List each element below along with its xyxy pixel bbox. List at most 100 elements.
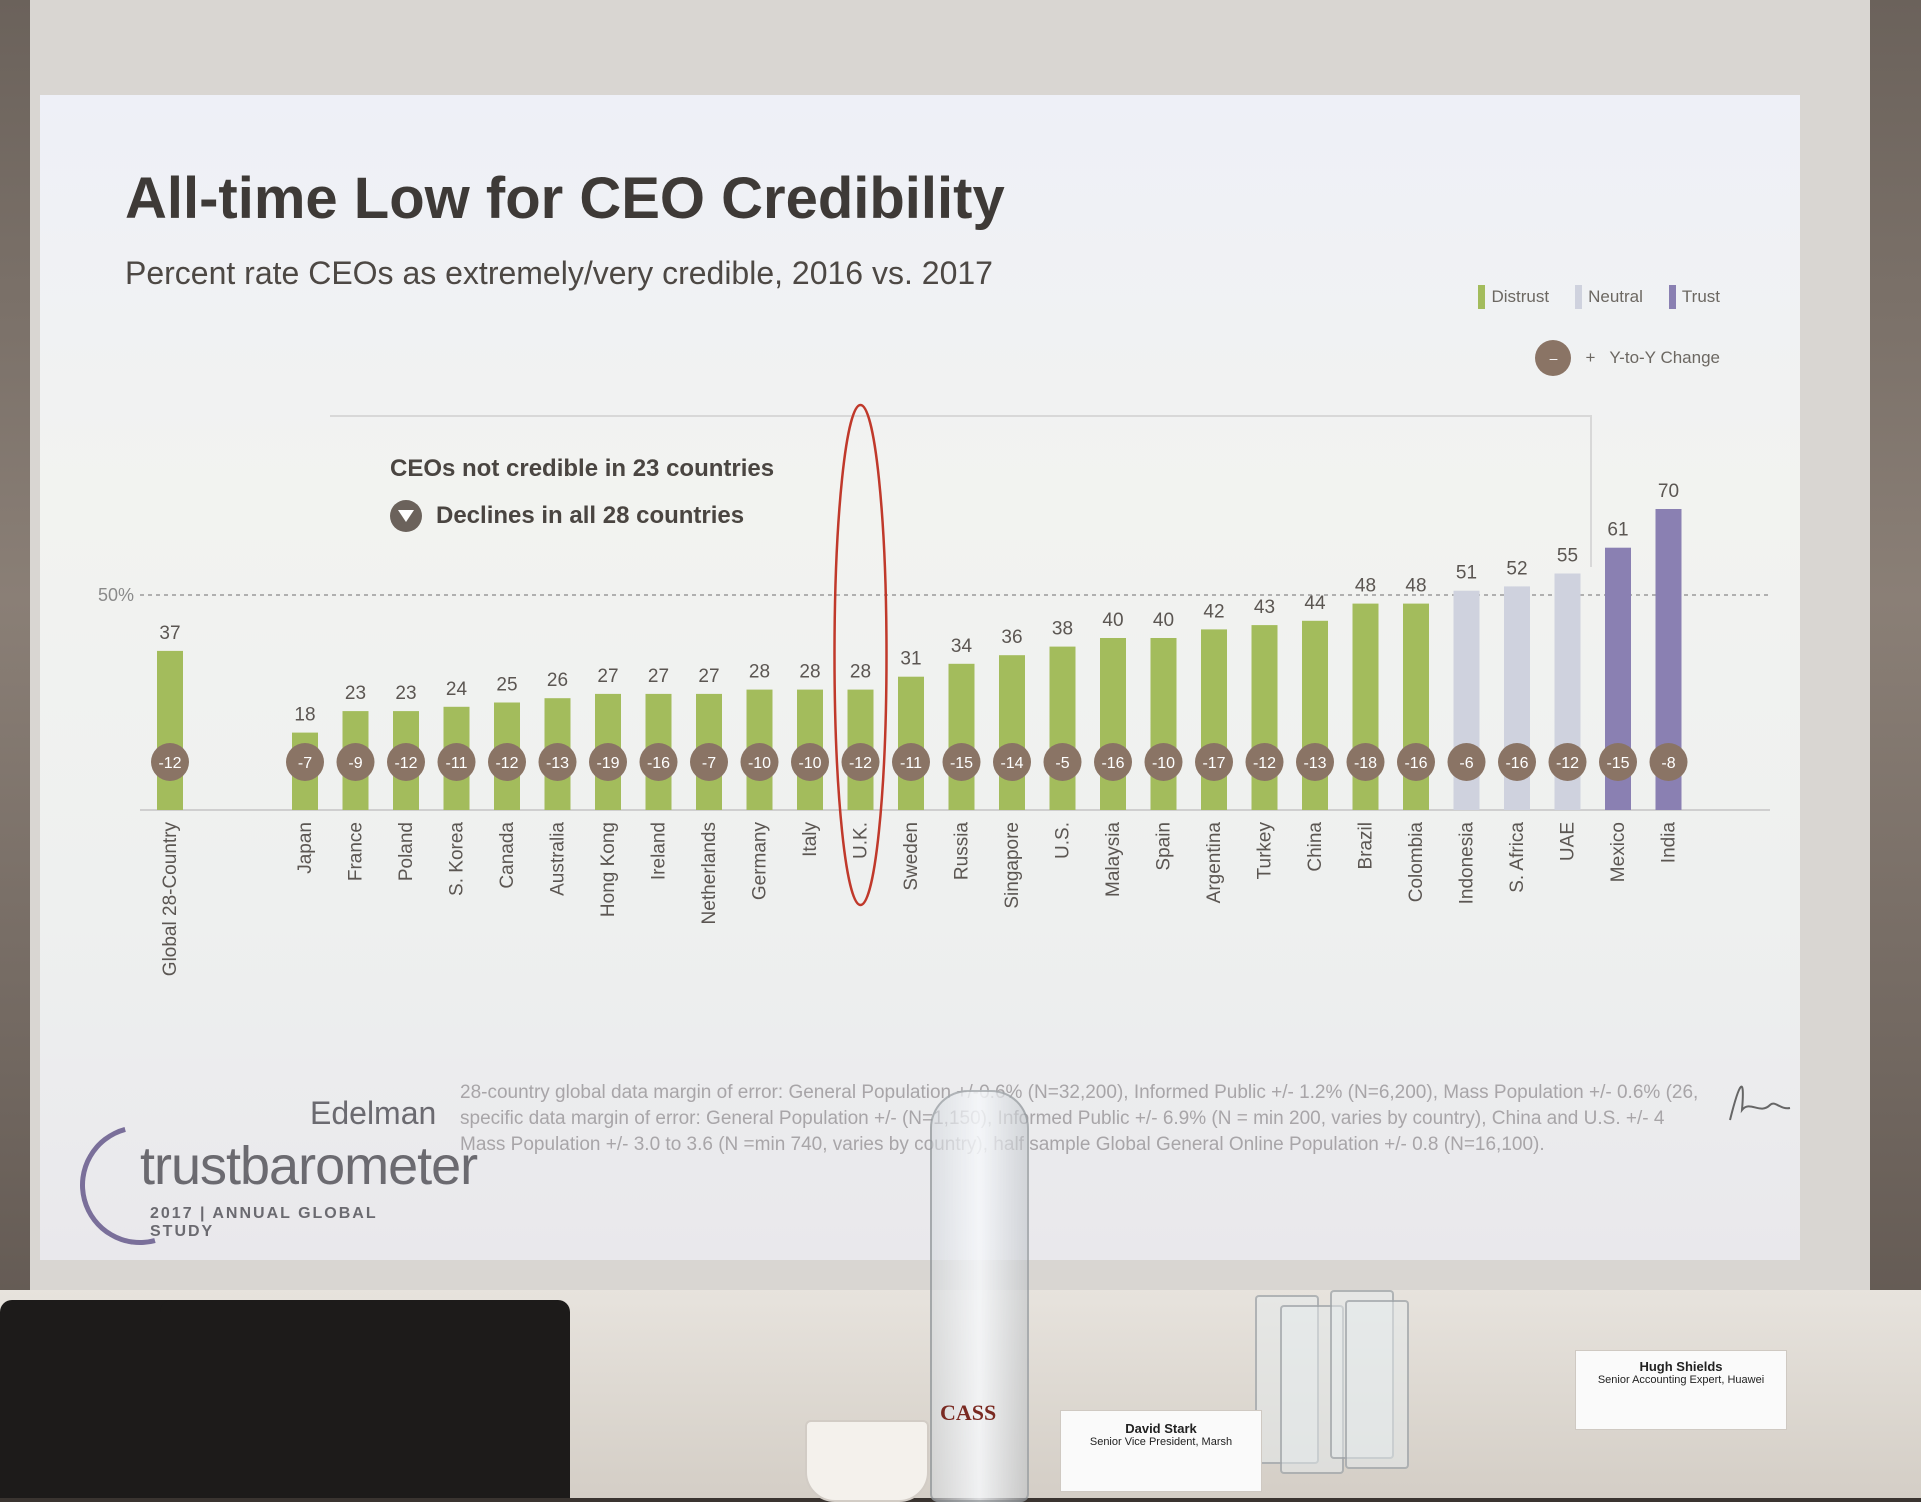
- presentation-slide: All-time Low for CEO Credibility Percent…: [40, 95, 1800, 1260]
- bar-value-label: 48: [1405, 576, 1426, 597]
- bar-value-label: 23: [395, 683, 416, 704]
- yoy-badge: [1346, 743, 1385, 781]
- yoy-badge-label: -13: [1303, 755, 1326, 772]
- category-label: Poland: [396, 822, 417, 881]
- yoy-badge-label: -16: [1101, 755, 1124, 772]
- bar-value-label: 31: [900, 649, 921, 670]
- yoy-badge-label: -7: [298, 755, 312, 772]
- yoy-badge-label: -16: [1505, 755, 1528, 772]
- bar-value-label: 37: [159, 623, 180, 644]
- category-label: Spain: [1154, 822, 1175, 871]
- bar-value-label: 44: [1304, 593, 1326, 614]
- yoy-badge-label: -12: [849, 755, 872, 772]
- yoy-badge-label: -10: [1152, 755, 1175, 772]
- bar: [1201, 629, 1227, 810]
- yoy-badge-label: -10: [748, 755, 771, 772]
- nameplate-role: Senior Vice President, Marsh: [1089, 1436, 1233, 1448]
- yoy-badge: [1245, 743, 1284, 781]
- callout-not-credible: CEOs not credible in 23 countries: [390, 455, 775, 482]
- nameplate-david-stark: David Stark Senior Vice President, Marsh: [1060, 1410, 1262, 1492]
- bar-value-label: 24: [446, 679, 468, 700]
- bar-value-label: 25: [496, 675, 517, 696]
- bar: [157, 650, 183, 810]
- bar-value-label: 48: [1355, 576, 1376, 597]
- yoy-badge: [1447, 743, 1486, 781]
- footnote-line-2: specific data margin of error: General P…: [460, 1108, 1665, 1129]
- bar: [948, 663, 975, 810]
- legend-neutral-label: Neutral: [1588, 287, 1643, 306]
- yoy-badge: [1599, 743, 1637, 781]
- yoy-badge: [841, 743, 880, 781]
- down-arrow-icon: [390, 500, 422, 532]
- yoy-badge-icon: –: [1535, 340, 1572, 376]
- yoy-badge: [1195, 743, 1233, 781]
- bar-value-label: 55: [1557, 546, 1578, 567]
- glass: [1345, 1300, 1409, 1469]
- category-label: S. Korea: [447, 822, 468, 896]
- category-label: Malaysia: [1103, 822, 1124, 897]
- category-label: China: [1305, 822, 1326, 872]
- category-label: Ireland: [649, 822, 670, 880]
- callout-declines-text: Declines in all 28 countries: [436, 502, 745, 529]
- bar: [1302, 620, 1328, 810]
- footnote-line-1: 28-country global data margin of error: …: [460, 1082, 1699, 1103]
- yoy-badge-label: -15: [1606, 755, 1629, 772]
- bar-value-label: 27: [648, 666, 669, 687]
- bar: [1100, 638, 1126, 810]
- slide-subtitle: Percent rate CEOs as extremely/very cred…: [125, 255, 993, 291]
- yoy-badge: [1296, 743, 1334, 781]
- category-label: Argentina: [1204, 822, 1225, 904]
- bar-value-label: 18: [294, 705, 315, 726]
- yoy-badge-label: -12: [158, 755, 181, 772]
- legend-distrust-label: Distrust: [1491, 287, 1550, 306]
- chart-legend: Distrust Neutral Trust: [1478, 285, 1720, 309]
- category-label: Colombia: [1406, 822, 1427, 903]
- nameplate-hugh-shields: Hugh Shields Senior Accounting Expert, H…: [1575, 1350, 1787, 1430]
- bar: [999, 655, 1025, 810]
- bar-value-label: 36: [1001, 627, 1022, 648]
- yoy-badge: [151, 743, 189, 781]
- bar-value-label: 26: [547, 670, 568, 691]
- yoy-badge-label: -12: [394, 755, 417, 772]
- yoy-badge-label: -11: [900, 755, 922, 772]
- yoy-badge: [1498, 743, 1536, 781]
- bar-value-label: 51: [1456, 563, 1477, 584]
- yoy-badge-label: -12: [495, 755, 518, 772]
- bar-value-label: 40: [1153, 610, 1174, 631]
- bar-value-label: 52: [1506, 558, 1527, 579]
- yoy-badge-label: -15: [950, 755, 973, 772]
- yoy-badge: [1649, 743, 1688, 781]
- yoy-badge: [1094, 743, 1132, 781]
- slide-title: All-time Low for CEO Credibility: [125, 166, 1005, 231]
- yoy-badge: [791, 743, 829, 781]
- category-label: Italy: [800, 822, 821, 857]
- nameplate-name: David Stark: [1125, 1421, 1197, 1436]
- yoy-badge-label: -12: [1253, 755, 1276, 772]
- yoy-badge: [1043, 743, 1082, 781]
- nameplate-name: Hugh Shields: [1639, 1359, 1723, 1374]
- bar-value-label: 28: [850, 662, 871, 683]
- yoy-sign: +: [1585, 348, 1596, 367]
- yoy-badge: [387, 743, 425, 781]
- chair-center: [160, 1300, 570, 1498]
- category-label: U.S.: [1053, 822, 1074, 859]
- yoy-badge: [286, 743, 324, 781]
- trust-swatch: [1668, 285, 1676, 309]
- category-label: Netherlands: [699, 822, 720, 924]
- bar-value-label: 28: [749, 662, 770, 683]
- water-bottle: [930, 1090, 1029, 1502]
- bar: [1150, 638, 1177, 810]
- yoy-badge-label: -8: [1661, 755, 1675, 772]
- yoy-badge-label: -10: [798, 755, 821, 772]
- yoy-badge-label: -18: [1354, 755, 1377, 772]
- yoy-badge-label: -17: [1202, 755, 1225, 772]
- bar-value-label: 42: [1203, 601, 1224, 622]
- yoy-badge-label: -5: [1055, 755, 1069, 772]
- footnote-line-3: Mass Population +/- 3.0 to 3.6 (N =min 7…: [460, 1134, 1545, 1155]
- bar-value-label: 61: [1607, 520, 1628, 541]
- credibility-bar-chart: 50% 37 -12 Global 28-Country 18 -7 Japan 23 -9 Fr…: [98, 403, 1770, 976]
- legend-item-trust: Trust: [1668, 285, 1720, 309]
- yoy-badge: [740, 743, 779, 781]
- category-label: Sweden: [901, 822, 922, 891]
- category-label: UAE: [1558, 822, 1579, 861]
